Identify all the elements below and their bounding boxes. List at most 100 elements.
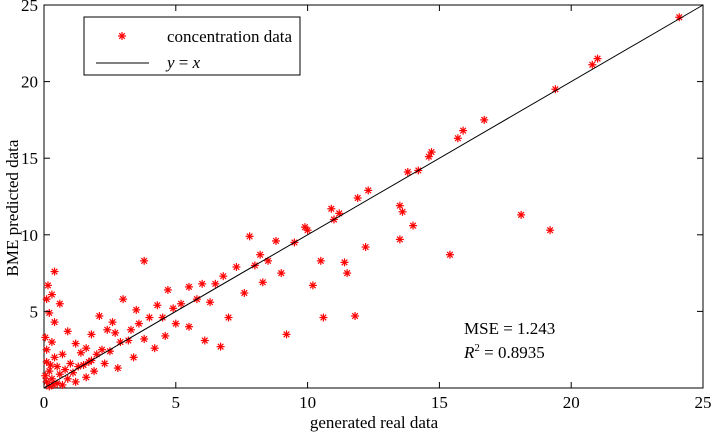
y-tick-label: 10 (21, 226, 38, 245)
data-point (277, 269, 286, 278)
data-point (47, 338, 56, 347)
data-point (361, 243, 370, 252)
data-point (119, 295, 128, 304)
legend-box (83, 16, 301, 76)
data-point (140, 334, 149, 343)
data-point (403, 167, 412, 176)
axes-ticks (43, 4, 704, 388)
data-point (211, 279, 220, 288)
data-point (546, 226, 555, 235)
data-point (351, 311, 360, 320)
data-point (87, 330, 96, 339)
data-point (177, 299, 186, 308)
x-tick-label: 0 (40, 393, 49, 412)
data-point (153, 301, 162, 310)
data-point (480, 115, 489, 124)
x-tick-label: 25 (695, 393, 712, 412)
data-point (161, 331, 170, 340)
data-point (340, 258, 349, 267)
data-point (327, 204, 336, 213)
y-tick-label: 25 (21, 0, 38, 15)
legend-label-x: x (192, 53, 201, 72)
data-point (169, 304, 178, 313)
data-point (76, 348, 85, 357)
data-point (113, 364, 122, 373)
data-point (395, 201, 404, 210)
data-point (198, 279, 207, 288)
data-point (90, 367, 99, 376)
data-point (55, 370, 64, 379)
data-point (150, 344, 159, 353)
r2-annotation: R2 = 0.8935 (463, 342, 545, 362)
data-point (111, 328, 120, 337)
data-point (63, 374, 72, 383)
legend-marker-concentration (118, 32, 126, 40)
data-point (459, 126, 468, 135)
data-point (42, 295, 51, 304)
points-layer (41, 13, 684, 391)
data-point (46, 361, 55, 370)
data-point (319, 313, 328, 322)
data-point (71, 377, 80, 386)
data-point (171, 319, 180, 328)
data-point (103, 325, 112, 334)
data-point (517, 210, 526, 219)
data-point (97, 345, 106, 354)
x-tick-label: 5 (172, 393, 181, 412)
data-point (409, 221, 418, 230)
data-point (158, 313, 167, 322)
legend-asterisk (118, 32, 126, 40)
y-tick-labels: 5 10 15 20 25 (21, 0, 38, 321)
legend-label-eq: = (175, 53, 193, 72)
x-tick-label: 10 (299, 393, 316, 412)
data-point (41, 371, 50, 380)
data-point (42, 357, 51, 366)
data-point (453, 134, 462, 143)
data-point (200, 336, 209, 345)
data-point (66, 359, 75, 368)
data-point (82, 373, 91, 382)
data-point (43, 281, 52, 290)
data-point (316, 256, 325, 265)
data-point (126, 325, 135, 334)
data-point (82, 344, 91, 353)
data-point (71, 339, 80, 348)
data-point (308, 281, 317, 290)
data-point (58, 350, 67, 359)
data-point (50, 267, 59, 276)
data-point (256, 250, 265, 259)
data-point (47, 290, 56, 299)
y-tick-label: 5 (30, 302, 39, 321)
data-point (163, 285, 172, 294)
y-tick-label: 15 (21, 149, 38, 168)
data-point (206, 298, 215, 307)
data-point (140, 256, 149, 265)
identity-line (43, 4, 704, 389)
r2-symbol: R (463, 343, 475, 362)
x-tick-label: 15 (431, 393, 448, 412)
x-axis-label: generated real data (310, 413, 439, 432)
data-point (61, 365, 70, 374)
data-point (240, 289, 249, 298)
legend: concentration data y = x (83, 16, 301, 76)
data-point (95, 311, 104, 320)
data-point (551, 85, 560, 94)
data-point (271, 236, 280, 245)
r2-value: = 0.8935 (480, 343, 545, 362)
data-point (100, 359, 109, 368)
data-point (108, 318, 117, 327)
data-point (132, 305, 141, 314)
data-point (42, 345, 51, 354)
data-point (219, 272, 228, 281)
data-point (41, 333, 50, 342)
legend-label-identity: y = x (165, 53, 201, 72)
data-point (129, 353, 138, 362)
data-point (50, 353, 59, 362)
data-point (105, 347, 114, 356)
data-point (427, 148, 436, 157)
x-tick-labels: 0 5 10 15 20 25 (40, 393, 712, 412)
data-point (184, 322, 193, 331)
data-point (245, 232, 254, 241)
data-point (53, 362, 62, 371)
data-point (300, 223, 309, 232)
